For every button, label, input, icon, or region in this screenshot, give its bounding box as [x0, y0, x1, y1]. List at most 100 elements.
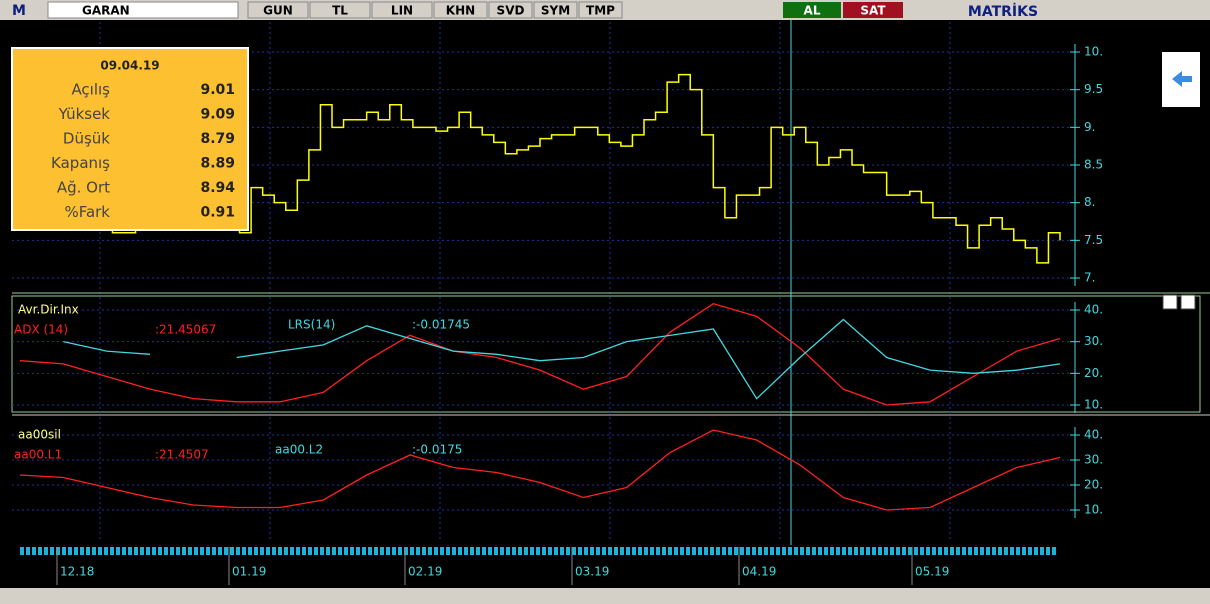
- time-block: [680, 547, 684, 555]
- time-block: [512, 547, 516, 555]
- info-label: Açılış: [71, 81, 110, 99]
- time-block: [56, 547, 60, 555]
- indicator-line: [19, 302, 1061, 406]
- y-tick-label: 10.: [1084, 398, 1103, 412]
- time-block: [362, 547, 366, 555]
- time-block: [284, 547, 288, 555]
- time-block: [182, 547, 186, 555]
- time-block: [968, 547, 972, 555]
- time-block: [566, 547, 570, 555]
- time-block: [482, 547, 486, 555]
- time-block: [32, 547, 36, 555]
- scrollbar[interactable]: [0, 588, 1210, 604]
- time-block: [26, 547, 30, 555]
- info-label: Kapanış: [51, 154, 110, 172]
- time-block: [74, 547, 78, 555]
- time-block: [320, 547, 324, 555]
- info-value: 9.09: [200, 107, 235, 123]
- time-block: [170, 547, 174, 555]
- time-block: [398, 547, 402, 555]
- time-block: [608, 547, 612, 555]
- y-tick-label: 30.: [1084, 453, 1103, 467]
- time-label: 04.19: [742, 565, 776, 579]
- time-block: [446, 547, 450, 555]
- series-name: aa00.L2: [275, 443, 323, 457]
- time-label: 02.19: [408, 565, 442, 579]
- time-block: [764, 547, 768, 555]
- time-block: [260, 547, 264, 555]
- panel-border: [11, 295, 1201, 413]
- time-label: 05.19: [915, 565, 949, 579]
- time-block: [914, 547, 918, 555]
- info-date: 09.04.19: [100, 59, 159, 73]
- time-block: [614, 547, 618, 555]
- time-block: [722, 547, 726, 555]
- time-block: [704, 547, 708, 555]
- time-block: [98, 547, 102, 555]
- time-block: [176, 547, 180, 555]
- info-label: Düşük: [63, 130, 110, 148]
- toolbar-button-label: SVD: [497, 4, 525, 18]
- time-block: [404, 547, 408, 555]
- time-block: [50, 547, 54, 555]
- toolbar-button[interactable]: [247, 1, 309, 19]
- toolbar-button-label: KHN: [446, 4, 475, 18]
- symbol-box: [47, 1, 239, 19]
- time-block: [152, 547, 156, 555]
- y-tick-label: 8.: [1084, 195, 1095, 209]
- toolbar-button[interactable]: [371, 1, 433, 19]
- time-block: [656, 547, 660, 555]
- back-arrow: [1172, 71, 1192, 87]
- time-block: [116, 547, 120, 555]
- time-block: [278, 547, 282, 555]
- series-readout: :-0.0175: [412, 443, 462, 457]
- time-label: 03.19: [575, 565, 609, 579]
- time-block: [866, 547, 870, 555]
- time-block: [692, 547, 696, 555]
- buy-button[interactable]: [783, 2, 841, 18]
- info-value: 8.89: [200, 156, 235, 172]
- time-block: [794, 547, 798, 555]
- time-block: [350, 547, 354, 555]
- toolbar-button[interactable]: [433, 1, 488, 19]
- series-readout: :21.45067: [155, 323, 216, 337]
- time-block: [596, 547, 600, 555]
- time-block: [326, 547, 330, 555]
- time-block: [392, 547, 396, 555]
- time-block: [770, 547, 774, 555]
- time-block: [554, 547, 558, 555]
- time-block: [230, 547, 234, 555]
- toolbar-button[interactable]: [488, 1, 533, 19]
- toolbar-button[interactable]: [309, 1, 371, 19]
- time-block: [782, 547, 786, 555]
- time-block: [464, 547, 468, 555]
- series-name: LRS(14): [288, 318, 335, 332]
- time-block: [536, 547, 540, 555]
- time-block: [548, 547, 552, 555]
- time-block: [140, 547, 144, 555]
- time-block: [752, 547, 756, 555]
- panel-button[interactable]: [1180, 294, 1196, 310]
- time-block: [776, 547, 780, 555]
- time-block: [212, 547, 216, 555]
- info-value: 8.94: [200, 180, 235, 196]
- time-block: [92, 547, 96, 555]
- time-block: [644, 547, 648, 555]
- toolbar-button[interactable]: [578, 1, 623, 19]
- panel-button[interactable]: [1162, 294, 1178, 310]
- sell-button[interactable]: [843, 2, 903, 18]
- time-block: [86, 547, 90, 555]
- time-block: [818, 547, 822, 555]
- time-block: [998, 547, 1002, 555]
- time-block: [368, 547, 372, 555]
- time-block: [110, 547, 114, 555]
- time-block: [158, 547, 162, 555]
- time-block: [986, 547, 990, 555]
- toolbar-button[interactable]: [533, 1, 578, 19]
- y-tick-label: 8.5: [1084, 158, 1103, 172]
- time-block: [1040, 547, 1044, 555]
- time-block: [440, 547, 444, 555]
- time-block: [164, 547, 168, 555]
- time-block: [134, 547, 138, 555]
- time-block: [296, 547, 300, 555]
